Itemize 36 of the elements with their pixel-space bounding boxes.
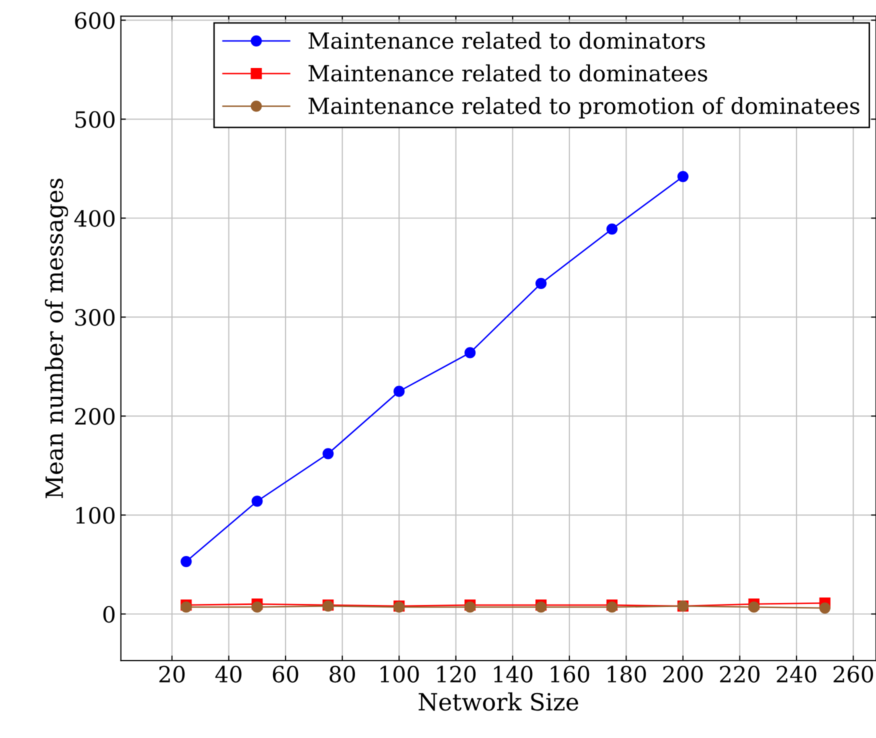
x-tick-label: 60 xyxy=(272,666,298,683)
x-tick-label: 180 xyxy=(608,666,646,683)
x-tick-label: 240 xyxy=(776,666,816,683)
y-axis-title: Mean number of messages xyxy=(44,178,68,498)
y-tick-label: 0 xyxy=(103,606,115,623)
x-tick-label: 200 xyxy=(663,666,703,683)
point xyxy=(535,278,547,289)
x-tick-label: 160 xyxy=(550,666,590,683)
legend-label: Maintenance related to dominatees xyxy=(308,64,708,82)
x-tick-label: 120 xyxy=(437,666,476,683)
point xyxy=(748,602,760,613)
y-tick-label: 100 xyxy=(76,506,115,524)
x-tick-label: 100 xyxy=(380,666,419,683)
y-tick-label: 500 xyxy=(76,111,115,128)
y-tick-label: 600 xyxy=(75,12,115,29)
point xyxy=(322,448,334,460)
legend-label: Maintenance related to dominators xyxy=(308,32,705,49)
point xyxy=(394,386,405,397)
point xyxy=(252,602,263,613)
x-axis-title: Network Size xyxy=(418,692,578,711)
x-tick-label: 260 xyxy=(834,666,874,683)
y-tick-label: 400 xyxy=(74,210,115,227)
legend-label: Maintenance related to promotion of dominatees xyxy=(308,97,860,119)
x-tick-label: 40 xyxy=(215,666,242,683)
point xyxy=(252,496,263,507)
x-tick-label: 20 xyxy=(159,666,185,683)
y-tick-label: 300 xyxy=(75,309,115,326)
x-tick-label: 220 xyxy=(720,666,760,683)
x-tick-label: 140 xyxy=(494,666,532,683)
point xyxy=(464,347,476,358)
point xyxy=(180,556,192,568)
point xyxy=(606,223,618,235)
point xyxy=(819,602,830,614)
y-tick-label: 200 xyxy=(75,408,115,425)
x-tick-label: 80 xyxy=(330,666,355,683)
point xyxy=(677,171,689,182)
